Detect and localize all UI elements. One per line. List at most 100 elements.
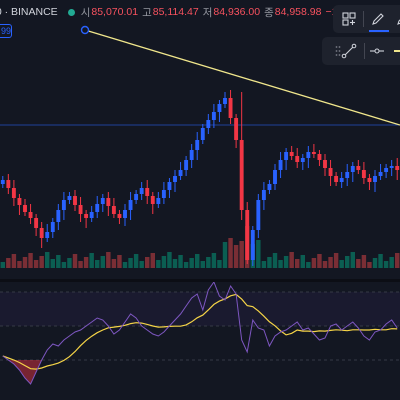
- volume-bar: [256, 240, 261, 268]
- trendline: [84, 29, 400, 126]
- volume-bar: [278, 260, 283, 268]
- volume-bar: [206, 257, 211, 268]
- candlesticks: [0, 90, 400, 266]
- candle: [39, 228, 44, 238]
- candle: [361, 170, 366, 178]
- pencil-button[interactable]: [368, 10, 388, 28]
- volume-bar: [106, 252, 111, 268]
- candle: [373, 176, 377, 182]
- volume-bar: [0, 262, 5, 268]
- trendline-icon: [341, 43, 357, 59]
- candle: [178, 170, 183, 176]
- candle: [378, 172, 383, 176]
- candle: [334, 176, 339, 182]
- volume-bar: [28, 253, 33, 268]
- volume-bar: [117, 255, 122, 268]
- trendline-style-button[interactable]: [339, 42, 359, 60]
- drag-handle[interactable]: [328, 42, 348, 60]
- candle: [100, 198, 105, 204]
- active-color-indicator: [369, 30, 389, 32]
- high-label: 고: [142, 6, 152, 19]
- low-label: 저: [202, 6, 213, 19]
- duplicate-button[interactable]: [339, 10, 359, 28]
- candle: [84, 214, 89, 218]
- candle: [189, 150, 194, 160]
- volume-bar: [339, 260, 344, 268]
- candle: [89, 212, 94, 218]
- candle: [311, 152, 316, 154]
- candle: [261, 190, 266, 200]
- line-color-button[interactable]: [390, 42, 400, 60]
- color-swatch-icon: [397, 19, 400, 25]
- volume-bar: [22, 257, 28, 268]
- volume-bar: [178, 255, 183, 268]
- volume-bar: [111, 259, 117, 268]
- candle: [95, 204, 100, 212]
- line-color-icon: [394, 50, 400, 52]
- volume-bar: [239, 241, 244, 268]
- drag-handle-icon: [335, 46, 341, 56]
- volume-bar: [356, 259, 361, 268]
- volume-bar: [383, 261, 389, 268]
- candle: [45, 232, 50, 238]
- candle: [167, 182, 172, 190]
- candle: [106, 198, 111, 206]
- candle: [56, 210, 61, 222]
- candle: [23, 205, 27, 212]
- volume-bar: [372, 258, 378, 268]
- volume-bar: [295, 259, 300, 268]
- volume-bar: [395, 253, 400, 268]
- candle: [128, 200, 133, 210]
- candle: [17, 198, 22, 205]
- candle: [256, 200, 261, 230]
- volume-bar: [333, 253, 339, 268]
- candle: [61, 200, 66, 210]
- volume-bar: [195, 254, 200, 268]
- candle: [134, 194, 139, 200]
- toolbar-divider: [363, 11, 364, 27]
- candle: [28, 212, 33, 218]
- candle: [300, 158, 305, 162]
- candle: [34, 218, 39, 228]
- rsi-ma-line: [2, 293, 398, 370]
- volume-bar: [6, 258, 11, 268]
- volume-bar: [122, 262, 128, 268]
- volume-bar: [211, 253, 217, 268]
- line-style-button[interactable]: [367, 42, 387, 60]
- volume-bar: [67, 258, 72, 268]
- toolbar-divider: [364, 43, 365, 59]
- volume-bar: [150, 253, 155, 268]
- candle: [339, 178, 344, 182]
- candle: [345, 172, 350, 178]
- volume-bar: [39, 256, 44, 268]
- indicator-badge[interactable]: 99: [0, 24, 12, 38]
- volume-bar: [289, 252, 294, 268]
- volume-bar: [267, 257, 272, 268]
- volume-bar: [261, 261, 267, 268]
- high-value: 85,114.47: [152, 6, 199, 18]
- candle: [111, 206, 116, 214]
- volume-bar: [283, 256, 289, 268]
- volume-bar: [183, 262, 189, 268]
- candle: [273, 170, 277, 184]
- volume-bar: [33, 260, 39, 268]
- volume-bar: [11, 254, 17, 268]
- open-label: 시: [80, 6, 91, 19]
- line-style-icon: [370, 48, 384, 54]
- color-swatch-button[interactable]: [393, 10, 400, 28]
- volume-bar: [45, 252, 50, 268]
- volume-bar: [272, 253, 278, 268]
- volume-bar: [350, 252, 355, 268]
- symbol-label[interactable]: 60 · BINANCE: [0, 6, 58, 18]
- trendline-anchor-handle[interactable]: [80, 25, 90, 35]
- volume-bar: [128, 258, 133, 268]
- volume-bar: [72, 254, 78, 268]
- pane-separator[interactable]: [0, 279, 400, 282]
- volume-bar: [145, 257, 150, 268]
- volume-bar: [61, 262, 67, 268]
- volume-bar: [322, 261, 328, 268]
- candle: [156, 198, 161, 204]
- candle: [328, 168, 333, 176]
